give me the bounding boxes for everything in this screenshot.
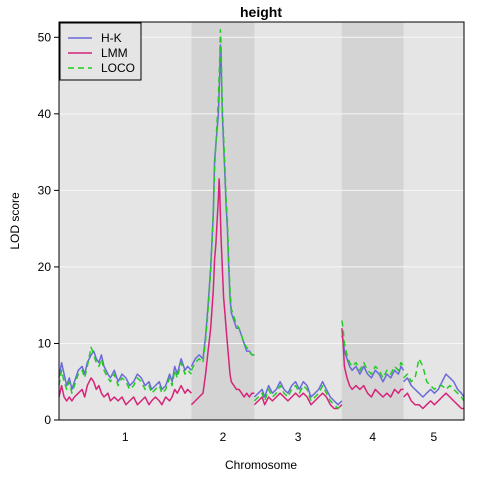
x-tick-label-chr3: 3 [295, 430, 302, 444]
legend-box [59, 22, 142, 81]
x-tick-label-chr2: 2 [220, 430, 227, 444]
chromosome-band-2 [191, 22, 255, 420]
series-lines [58, 28, 465, 410]
y-axis-ticks: 0 10 20 30 40 50 [38, 30, 59, 427]
legend-label-loco: LOCO [101, 61, 135, 75]
series-line-lmm-chr1 [58, 377, 192, 406]
x-tick-label-chr4: 4 [369, 430, 376, 444]
y-tick-label-20: 20 [38, 260, 52, 274]
series-line-h-k-chr3 [253, 380, 343, 406]
legend-label-h-k: H-K [101, 31, 122, 45]
chart-title: height [240, 4, 282, 20]
y-tick-label-10: 10 [38, 336, 52, 350]
chromosome-shading [191, 22, 404, 420]
x-axis-ticks: 1 2 3 4 5 [122, 430, 438, 444]
series-line-h-k-chr5 [403, 373, 465, 398]
series-line-lmm-chr2 [190, 178, 255, 406]
series-line-lmm-chr5 [403, 392, 464, 410]
series-line-loco-chr2 [190, 28, 255, 371]
y-axis-title: LOD score [8, 192, 22, 250]
y-tick-label-40: 40 [38, 107, 52, 121]
series-line-loco-chr3 [253, 384, 343, 410]
series-line-loco-chr4 [341, 320, 405, 379]
y-tick-label-30: 30 [38, 183, 52, 197]
series-line-loco-chr1 [58, 346, 192, 394]
y-tick-label-50: 50 [38, 30, 52, 44]
y-tick-label-0: 0 [44, 413, 51, 427]
series-line-loco-chr5 [403, 358, 465, 402]
series-line-h-k-chr4 [341, 335, 405, 383]
series-line-h-k-chr1 [58, 350, 192, 391]
plot-frame [58, 21, 465, 421]
legend-label-lmm: LMM [101, 46, 128, 60]
chromosome-band-4 [341, 22, 404, 420]
x-axis-title: Chromosome [225, 458, 297, 472]
x-tick-label-chr5: 5 [430, 430, 437, 444]
series-line-lmm-chr3 [253, 392, 343, 410]
series-line-lmm-chr4 [341, 328, 404, 398]
x-tick-label-chr1: 1 [122, 430, 129, 444]
